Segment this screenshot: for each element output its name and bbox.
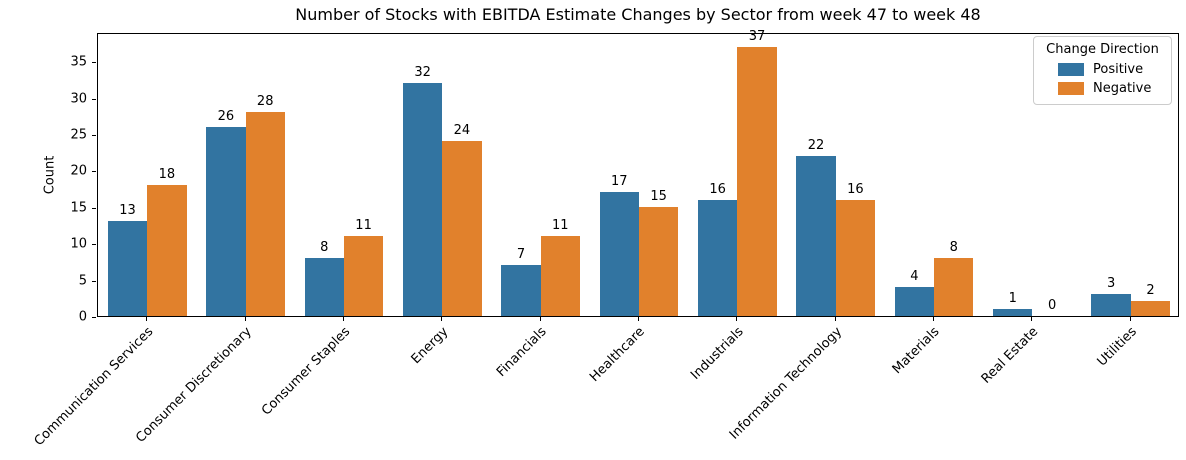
x-tick-label-energy: Energy (408, 324, 452, 368)
y-tick-mark (92, 280, 96, 282)
bar-value-label: 22 (807, 137, 825, 153)
y-tick-label: 5 (78, 273, 87, 289)
bar-value-label: 26 (217, 108, 235, 124)
bar-value-label: 11 (552, 217, 569, 233)
bar-value-label: 13 (119, 203, 136, 219)
bar-value-label: 17 (611, 174, 628, 190)
bar-value-label: 1 (1008, 290, 1017, 306)
y-tick-label: 25 (70, 127, 87, 143)
legend-label-negative: Negative (1093, 81, 1152, 96)
x-tick-mark (1031, 317, 1033, 321)
y-tick-mark (92, 171, 96, 173)
bar-value-label: 16 (709, 181, 726, 197)
bar-value-label: 16 (847, 181, 864, 197)
bar-positive-real-estate (993, 308, 1033, 316)
legend-item-negative: Negative (1041, 79, 1164, 98)
y-tick-mark (92, 134, 96, 136)
y-tick-label: 35 (70, 54, 87, 70)
legend-title: Change Direction (1046, 42, 1159, 57)
bar-value-label: 37 (748, 28, 766, 44)
bar-positive-consumer-staples (304, 257, 344, 316)
y-tick-label: 0 (78, 309, 87, 325)
y-tick-label: 20 (70, 163, 87, 179)
bar-value-label: 2 (1146, 283, 1155, 299)
bar-value-label: 7 (516, 247, 526, 263)
legend-swatch-positive (1058, 63, 1084, 76)
bar-value-label: 0 (1047, 298, 1057, 313)
bar-negative-information-technology (835, 199, 876, 316)
bar-value-label: 8 (320, 239, 329, 255)
chart-title: Number of Stocks with EBITDA Estimate Ch… (295, 5, 981, 24)
y-tick-mark (92, 207, 96, 209)
bar-positive-financials (501, 265, 541, 316)
x-tick-label-information-technology: Information Technology (726, 324, 845, 443)
bar-negative-utilities (1130, 301, 1171, 316)
bar-positive-energy (402, 82, 443, 316)
bar-value-label: 11 (355, 217, 372, 233)
bar-negative-energy (442, 141, 482, 316)
bar-negative-industrials (737, 46, 777, 316)
y-tick-mark (92, 317, 96, 318)
x-tick-mark (441, 317, 443, 321)
bar-positive-consumer-discretionary (206, 126, 246, 316)
y-tick-label: 10 (70, 236, 87, 252)
x-tick-label-industrials: Industrials (687, 324, 747, 383)
bar-negative-materials (934, 257, 974, 316)
bar-positive-information-technology (796, 155, 836, 316)
bar-negative-consumer-staples (343, 235, 384, 316)
bar-negative-consumer-discretionary (245, 112, 285, 316)
legend-swatch-negative (1058, 82, 1084, 95)
x-tick-mark (638, 317, 639, 321)
y-tick-label: 15 (70, 200, 87, 216)
x-tick-mark (539, 317, 541, 321)
bar-positive-materials (894, 286, 935, 316)
bar-positive-industrials (698, 199, 738, 316)
x-tick-label-materials: Materials (890, 324, 943, 378)
bar-value-label: 15 (650, 188, 667, 204)
x-tick-label-real-estate: Real Estate (978, 324, 1042, 387)
x-tick-mark (342, 317, 344, 321)
bar-value-label: 32 (414, 64, 431, 80)
bar-value-label: 4 (910, 268, 919, 284)
x-tick-label-healthcare: Healthcare (587, 324, 648, 386)
plot-area: 13 18 26 28 8 11 32 24 7 11 17 15 16 37 22 16 4 8 1 0 3 2 (97, 28, 1179, 317)
legend-items: Positive Negative (1041, 60, 1164, 98)
y-tick-mark (92, 244, 96, 246)
bar-positive-communication-services (107, 221, 148, 316)
y-tick-label: 30 (70, 91, 87, 107)
bar-value-label: 3 (1107, 276, 1116, 292)
x-tick-label-consumer-discretionary: Consumer Discretionary (132, 324, 255, 446)
x-tick-label-utilities: Utilities (1094, 324, 1140, 370)
bar-value-label: 18 (158, 166, 176, 182)
bar-positive-healthcare (599, 192, 639, 316)
y-tick-mark (92, 62, 96, 64)
legend: Change Direction Positive Negative (1033, 36, 1172, 105)
bar-value-label: 28 (256, 94, 274, 110)
x-tick-mark (244, 317, 246, 321)
bar-negative-healthcare (639, 206, 679, 316)
bar-negative-communication-services (147, 184, 187, 316)
x-tick-label-financials: Financials (493, 324, 550, 380)
bar-value-label: 8 (949, 239, 958, 255)
bar-negative-financials (540, 235, 580, 316)
x-tick-mark (834, 317, 836, 321)
bar-positive-utilities (1091, 294, 1131, 316)
x-tick-mark (146, 317, 148, 321)
x-tick-mark (1129, 317, 1131, 321)
bar-value-label: 24 (453, 123, 471, 139)
x-tick-label-consumer-staples: Consumer Staples (258, 324, 353, 419)
x-tick-mark (736, 317, 738, 321)
y-tick-mark (92, 98, 96, 100)
legend-label-positive: Positive (1093, 62, 1144, 77)
x-tick-mark (933, 317, 935, 321)
legend-item-positive: Positive (1041, 60, 1164, 79)
